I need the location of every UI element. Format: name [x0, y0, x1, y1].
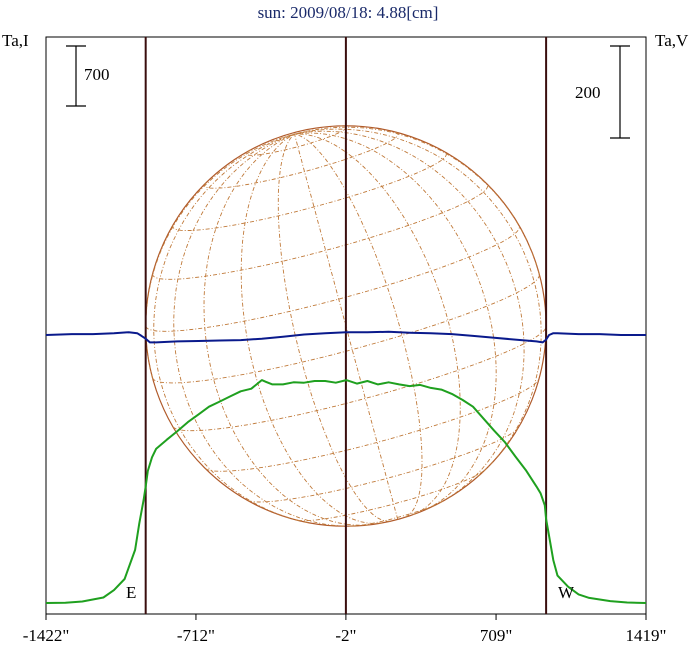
- latitude-line: [152, 274, 540, 384]
- west-label: W: [558, 583, 575, 602]
- right-scale-value: 200: [575, 83, 601, 102]
- solar-disk: [145, 125, 547, 527]
- longitude-line: [294, 133, 461, 516]
- x-tick-label: -1422": [23, 626, 70, 645]
- longitude-line: [277, 133, 390, 522]
- longitude-line: [294, 126, 540, 275]
- east-label: E: [126, 583, 136, 602]
- latitude-line: [172, 151, 447, 231]
- latitude-line: [205, 379, 540, 472]
- latitude-line: [245, 125, 347, 156]
- latitude-line: [172, 326, 547, 432]
- x-axis-ticks: -1422" -712" -2" 709" 1419": [23, 614, 667, 645]
- longitude-line: [173, 133, 353, 527]
- right-axis-label: Ta,V: [655, 31, 689, 50]
- longitude-line: [294, 132, 497, 510]
- left-scale-bar: 700: [66, 45, 110, 107]
- vertical-marker-lines: [144, 37, 548, 614]
- longitude-line: [294, 130, 525, 504]
- longitude-line: [294, 133, 399, 520]
- latitude-line: [352, 502, 440, 527]
- longitude-line: [153, 133, 308, 523]
- series-line-polarization: [45, 330, 646, 344]
- longitude-line: [240, 133, 383, 524]
- latitude-line: [145, 226, 520, 332]
- left-axis-label: Ta,I: [2, 31, 29, 50]
- left-scale-value: 700: [84, 65, 110, 84]
- series-line-intensity: [45, 379, 647, 604]
- chart-title: sun: 2009/08/18: 4.88[cm]: [258, 3, 439, 22]
- data-series: [45, 330, 647, 604]
- latitude-line: [204, 131, 399, 189]
- x-tick-label: 1419": [626, 626, 667, 645]
- latitude-line: [152, 183, 489, 280]
- longitude-line: [294, 128, 542, 478]
- longitude-line: [294, 133, 423, 518]
- right-scale-bar: 200: [575, 45, 630, 139]
- x-tick-label: -712": [177, 626, 215, 645]
- longitude-line: [203, 133, 369, 526]
- latitude-line: [297, 469, 485, 522]
- x-tick-label: 709": [480, 626, 512, 645]
- x-tick-label: -2": [335, 626, 356, 645]
